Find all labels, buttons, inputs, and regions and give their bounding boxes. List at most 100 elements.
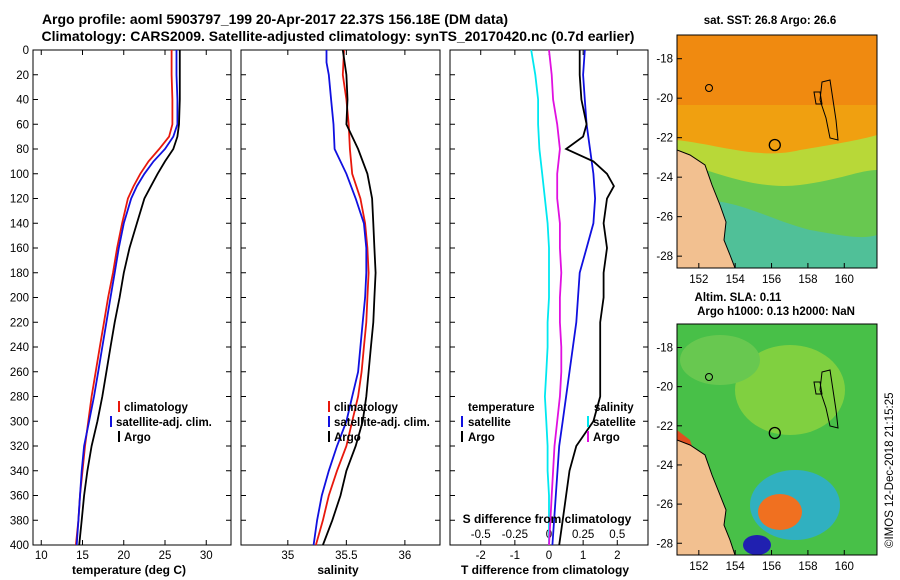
y-tick-label: -28 (656, 538, 673, 550)
sla-map-title: Altim. SLA: 0.11 (695, 292, 783, 304)
sla-map (677, 324, 877, 555)
island-marker (705, 84, 713, 92)
reef-outline (819, 369, 839, 429)
land-australia (677, 150, 735, 268)
x-tick-label: 156 (762, 561, 781, 573)
temperature-xlabel: temperature (deg C) (72, 563, 186, 577)
x-tick-label: 154 (726, 274, 746, 286)
x-tick-label: 152 (689, 274, 708, 286)
y-tick-label: -24 (656, 172, 673, 184)
y-tick-label: 380 (10, 515, 29, 527)
s-tick-label: 0.25 (572, 529, 594, 541)
salinity-legend: climatology satellite-adj. clim. Argo (328, 401, 430, 444)
y-tick-label: 180 (10, 268, 29, 280)
series-line-s-satellite (530, 49, 550, 545)
y-tick-label: -28 (656, 251, 673, 263)
y-tick-label: -18 (656, 54, 673, 66)
y-tick-label: -20 (656, 382, 673, 394)
sla-warm-eddy (758, 494, 802, 530)
sst-cold-band (700, 200, 877, 268)
x-tick-label: -1 (510, 550, 520, 562)
x-tick-label: 30 (200, 550, 213, 562)
series-line-s-argo (548, 49, 563, 546)
y-tick-label: 0 (23, 45, 29, 57)
legend-s-argo: Argo (593, 432, 620, 444)
x-tick-label: 158 (798, 274, 817, 286)
difference-s-xlabel: S difference from climatology (463, 512, 632, 526)
sst-map-title: sat. SST: 26.8 Argo: 26.6 (704, 15, 837, 27)
y-tick-label: 220 (10, 317, 29, 329)
y-tick-label: 60 (16, 119, 29, 131)
x-tick-label: 20 (117, 550, 130, 562)
y-tick-label: 300 (10, 416, 29, 428)
x-tick-label: 156 (762, 274, 781, 286)
coastline (677, 439, 736, 555)
y-tick-label: 200 (10, 293, 29, 305)
sst-map-axes: 152 154 156 158 160 -18 -20 -22 -24 -26 -28 (656, 54, 853, 286)
profile-location-marker (768, 138, 781, 152)
x-tick-label: 160 (835, 561, 854, 573)
series-line-climatology (315, 49, 370, 546)
sst-map-frame (676, 34, 878, 269)
series-line-argo (322, 49, 377, 546)
y-tick-label: -24 (656, 460, 673, 472)
legend-temperature-heading: temperature (468, 402, 534, 414)
s-tick-label: -0.25 (502, 529, 528, 541)
land-australia (677, 440, 735, 555)
legend-satellite: satellite-adj. clim. (116, 417, 212, 429)
y-tick-label: 160 (10, 243, 29, 255)
x-tick-label: 25 (159, 550, 172, 562)
series-line-argo (78, 50, 181, 546)
temperature-plot: 0 20 40 60 80 100 120 140 160 180 200 220 240 260 280 3… (10, 45, 231, 562)
salinity-plot: 35 35.5 36 (241, 49, 440, 562)
series-line-climatology (75, 50, 174, 546)
legend-satellite: satellite-adj. clim. (334, 417, 430, 429)
y-tick-label: -26 (656, 212, 673, 224)
island-marker (705, 373, 713, 381)
legend-salinity-heading: salinity (594, 402, 634, 414)
imos-watermark: ©IMOS 12-Dec-2018 21:15:25 (884, 392, 896, 548)
sla-cold-eddy (743, 535, 771, 555)
y-tick-label: -18 (656, 342, 673, 354)
sst-warm-band (677, 35, 877, 105)
legend-t-argo: Argo (468, 432, 495, 444)
x-tick-label: 35 (281, 550, 294, 562)
y-tick-label: 240 (10, 342, 29, 354)
x-tick-label: 0 (546, 550, 552, 562)
y-tick-label: 400 (10, 540, 29, 552)
legend-argo: Argo (124, 432, 151, 444)
profile-location-marker (768, 426, 781, 440)
y-tick-label: 320 (10, 441, 29, 453)
sla-map-frame (676, 323, 878, 556)
x-tick-label: 15 (76, 550, 89, 562)
y-tick-label: 20 (16, 70, 29, 82)
y-tick-label: 280 (10, 392, 29, 404)
figure-title-line2: Climatology: CARS2009. Satellite-adjuste… (42, 28, 635, 44)
sla-anomaly (680, 335, 760, 385)
series-line-t-satellite (551, 49, 597, 546)
salinity-xlabel: salinity (317, 563, 359, 577)
x-tick-label: 158 (798, 561, 817, 573)
legend-climatology: climatology (334, 402, 399, 414)
sla-map-axes: 152 154 156 158 160 -18 -20 -22 -24 -26 -28 (656, 342, 853, 573)
y-tick-label: 120 (10, 194, 29, 206)
y-tick-label: 260 (10, 367, 29, 379)
x-tick-label: 36 (398, 550, 411, 562)
x-tick-label: 1 (580, 550, 586, 562)
y-tick-label: 340 (10, 466, 29, 478)
y-tick-label: 360 (10, 491, 29, 503)
x-tick-label: -2 (476, 550, 486, 562)
coastline (677, 149, 736, 268)
reef-outline-small (813, 91, 823, 105)
sla-high-anomaly (735, 345, 845, 435)
x-tick-label: 154 (726, 561, 746, 573)
x-tick-label: 160 (835, 274, 854, 286)
x-tick-label: 152 (689, 561, 708, 573)
reef-outline (819, 79, 839, 141)
sla-map-subtitle: Argo h1000: 0.13 h2000: NaN (697, 306, 855, 318)
y-tick-label: -26 (656, 499, 673, 511)
y-tick-label: 140 (10, 218, 29, 230)
series-line-satellite-adj-clim- (312, 50, 368, 546)
difference-xlabel: T difference from climatology (461, 563, 629, 577)
